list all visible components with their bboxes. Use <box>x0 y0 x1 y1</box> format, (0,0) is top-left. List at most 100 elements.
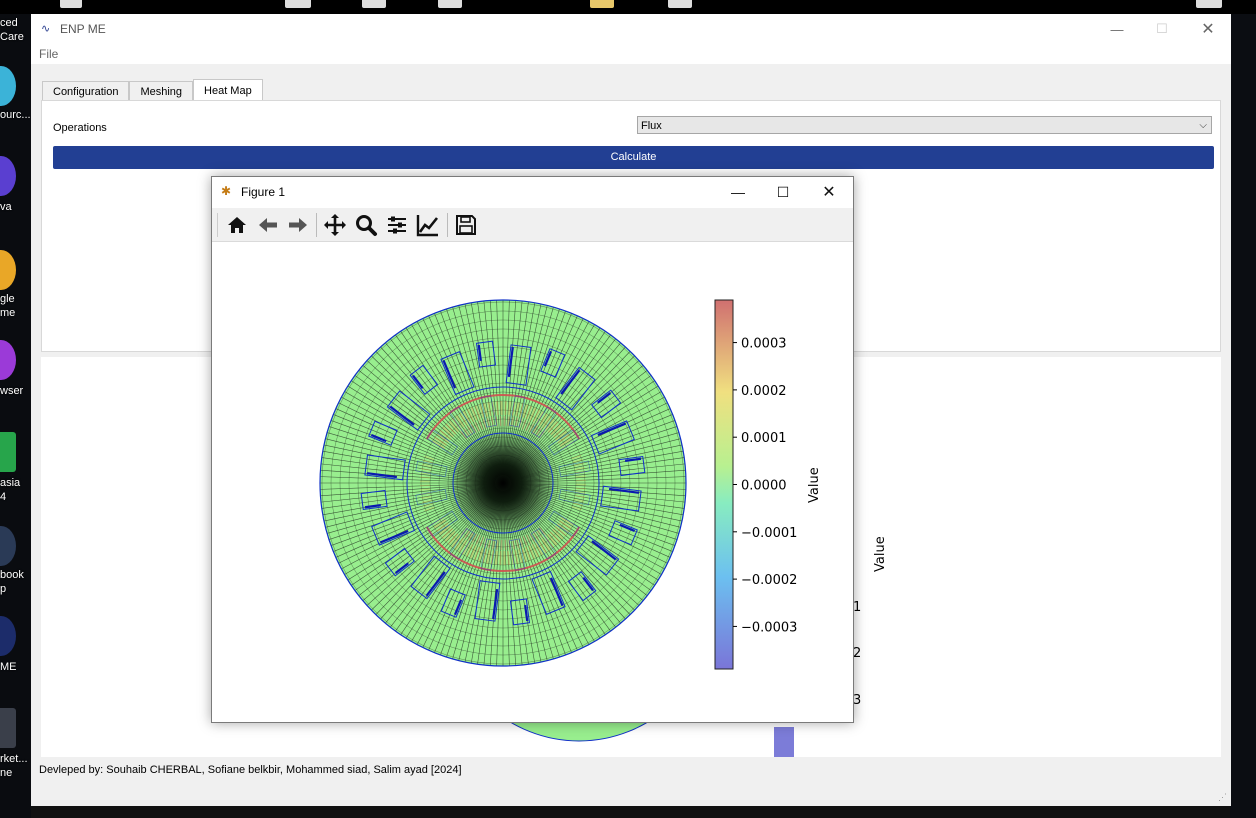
flux-band-warm <box>459 416 547 440</box>
mesh-disk <box>319 299 687 667</box>
minimize-button[interactable]: — <box>1110 21 1124 37</box>
rotor-slot <box>415 460 448 477</box>
stator-slot <box>440 351 475 396</box>
rotor-core <box>448 428 558 538</box>
close-button[interactable]: ✕ <box>1201 21 1215 38</box>
desktop-app-icon[interactable] <box>0 432 16 472</box>
stator-slot <box>509 598 531 626</box>
mesh-ring <box>438 418 568 548</box>
toolbar-separator <box>447 213 448 237</box>
tab-meshing[interactable]: Meshing <box>129 81 194 102</box>
back-icon[interactable] <box>255 213 281 237</box>
mesh-rings <box>321 301 685 665</box>
desktop-app-icon[interactable] <box>0 526 16 566</box>
slot-winding <box>477 344 482 361</box>
mesh-ring <box>330 310 676 656</box>
stator-slot <box>409 364 439 395</box>
desktop-app-icon[interactable] <box>0 156 16 196</box>
colorbar-tick-label: 0.0001 <box>741 431 787 446</box>
mesh-ring <box>357 337 649 629</box>
desktop-label: ME <box>0 661 17 673</box>
figure-minimize-button[interactable]: — <box>731 184 745 200</box>
calculate-button[interactable]: Calculate <box>53 146 1214 169</box>
slot-outline <box>591 389 622 419</box>
subplots-icon[interactable] <box>384 213 410 237</box>
desktop-app-icon[interactable] <box>0 66 16 106</box>
desktop-label: me <box>0 307 16 319</box>
desktop-label: p <box>0 583 7 595</box>
pan-icon[interactable] <box>322 213 348 237</box>
figure-titlebar[interactable]: ✱ Figure 1 — ☐ ✕ <box>212 177 853 208</box>
toolbar-separator <box>316 213 317 237</box>
taskbar-thumb[interactable] <box>285 0 311 8</box>
slot-winding <box>597 422 627 437</box>
figure-close-button[interactable]: ✕ <box>822 184 836 201</box>
home-icon[interactable] <box>224 213 250 237</box>
forward-icon[interactable] <box>285 213 311 237</box>
taskbar-thumb[interactable] <box>60 0 82 8</box>
slot-outline <box>371 511 416 546</box>
rotor-slot <box>480 538 497 571</box>
maximize-button[interactable]: ☐ <box>1156 21 1168 36</box>
figure-canvas[interactable]: 0.0003 0.0002 0.0001 0.0000 −0.0001 −0.0002 −0… <box>212 241 853 721</box>
chrome-icon[interactable] <box>0 250 16 290</box>
colorbar <box>714 299 734 670</box>
menu-file[interactable]: File <box>39 47 59 61</box>
rotor-slot <box>530 528 557 560</box>
rotor-slot-outline <box>548 429 580 456</box>
tab-configuration[interactable]: Configuration <box>42 81 130 102</box>
taskbar-thumb[interactable] <box>438 0 462 8</box>
desktop-label: 4 <box>0 491 7 503</box>
stator-slot <box>371 511 416 546</box>
rotor-slot <box>548 510 580 537</box>
stator-slot <box>474 580 501 622</box>
stator-slot <box>608 520 638 546</box>
edit-axes-icon[interactable] <box>415 213 441 237</box>
taskbar-thumb[interactable] <box>1196 0 1222 8</box>
mesh-ring <box>402 382 604 584</box>
zoom-icon[interactable] <box>353 213 379 237</box>
colorbar-tick-label: 0.0003 <box>741 337 787 352</box>
rotor-slot-outline <box>548 510 580 537</box>
rotor-slot-outline <box>426 510 458 537</box>
slot-outline <box>440 588 466 618</box>
slot-winding <box>492 588 499 620</box>
slot-winding <box>389 405 415 426</box>
desktop-app-icon[interactable] <box>0 616 16 656</box>
app-titlebar[interactable]: ∿ ENP ME — ☐ ✕ <box>31 14 1231 44</box>
figure-maximize-button[interactable]: ☐ <box>776 183 790 200</box>
slot-outline <box>475 340 497 368</box>
colorbar-label: Value <box>807 467 822 503</box>
desktop-app-icon[interactable] <box>0 708 16 748</box>
menubar: File <box>31 44 1231 64</box>
browser-icon[interactable] <box>0 340 16 380</box>
rotor-slot <box>558 489 591 506</box>
taskbar-thumb[interactable] <box>362 0 386 8</box>
mesh-ring <box>411 391 595 575</box>
resize-grip-icon[interactable]: ⋰ <box>1218 792 1227 802</box>
stator-slot <box>384 547 415 577</box>
desktop-label: ne <box>0 767 13 779</box>
background-tick-fragment: 3 <box>853 693 861 708</box>
figure-toolbar <box>212 208 853 242</box>
flux-band-hot <box>425 526 581 572</box>
slot-outline <box>364 454 406 481</box>
taskbar-thumb[interactable] <box>668 0 692 8</box>
rotor-slot <box>449 528 476 560</box>
slot-outline <box>618 455 646 477</box>
mesh-ring <box>348 328 658 638</box>
slot-outline <box>505 344 532 386</box>
slot-winding <box>524 605 529 622</box>
tab-heat-map[interactable]: Heat Map <box>193 79 263 102</box>
operations-select[interactable]: Flux ⌵ <box>637 116 1212 134</box>
stator-slot <box>591 389 622 419</box>
taskbar-thumb[interactable] <box>590 0 614 8</box>
save-icon[interactable] <box>453 213 479 237</box>
operations-select-value: Flux <box>641 120 662 132</box>
desktop-bottom-edge <box>31 806 1230 818</box>
outer-boundary <box>319 299 687 667</box>
stator-slots <box>360 340 646 626</box>
slot-outline <box>386 390 431 431</box>
flux-band-yellow <box>571 454 586 512</box>
mesh-ring <box>375 355 631 611</box>
